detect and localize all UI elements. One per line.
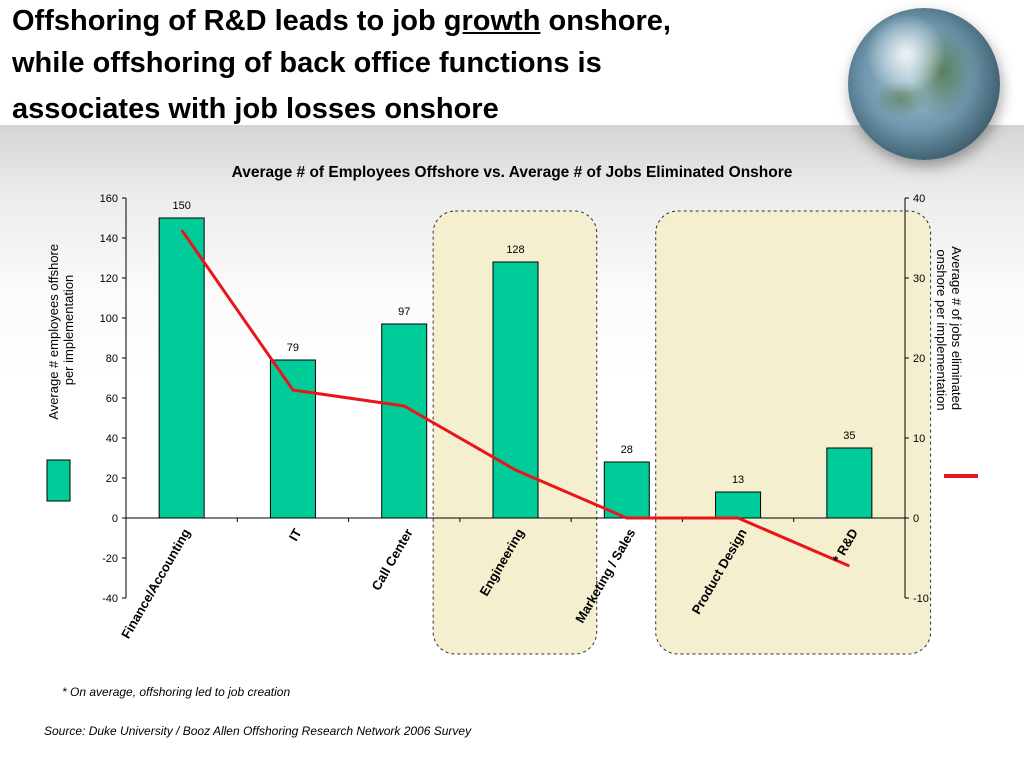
y-tick-label-left: -20 bbox=[102, 553, 118, 565]
data-label: 13 bbox=[732, 474, 744, 486]
bar bbox=[715, 491, 762, 519]
data-label: 128 bbox=[506, 244, 524, 256]
y-tick-label-right: 40 bbox=[913, 193, 925, 205]
bar bbox=[492, 261, 539, 519]
bar bbox=[603, 461, 650, 519]
y-tick-label-left: 100 bbox=[100, 313, 118, 325]
y-axis-label-right: Average # of jobs eliminated onshore per… bbox=[934, 246, 964, 413]
y-tick-label-left: 80 bbox=[106, 353, 118, 365]
data-label: 97 bbox=[398, 306, 410, 318]
y-tick-label-right: 30 bbox=[913, 273, 925, 285]
data-labels: 150 79 97 128 28 13 35 bbox=[172, 200, 855, 486]
line-series bbox=[180, 229, 850, 568]
footnote: * On average, offshoring led to job crea… bbox=[62, 685, 291, 699]
y-tick-label-left: 60 bbox=[106, 393, 118, 405]
legend-bar-swatch bbox=[46, 459, 71, 502]
y-tick-label-right: 0 bbox=[913, 513, 919, 525]
y-tick-label-right: -10 bbox=[913, 593, 929, 605]
data-label: 35 bbox=[843, 430, 855, 442]
bar bbox=[381, 323, 428, 519]
category-label: Finance/Accounting bbox=[118, 526, 193, 641]
title-emphasis: growth bbox=[443, 5, 541, 37]
y-tick-label-left: -40 bbox=[102, 593, 118, 605]
title-line-1: Offshoring of R&D leads to job growth on… bbox=[12, 5, 671, 37]
chart-title: Average # of Employees Offshore vs. Aver… bbox=[232, 164, 793, 181]
page-title: Offshoring of R&D leads to job growth on… bbox=[12, 0, 842, 130]
y-tick-label-left: 0 bbox=[112, 513, 118, 525]
data-label: 79 bbox=[287, 342, 299, 354]
y-tick-label-left: 120 bbox=[100, 273, 118, 285]
category-label: IT bbox=[286, 526, 305, 544]
y-tick-label-right: 10 bbox=[913, 433, 925, 445]
highlight-region-2 bbox=[655, 210, 932, 655]
y-tick-label-left: 20 bbox=[106, 473, 118, 485]
source-note: Source: Duke University / Booz Allen Off… bbox=[44, 724, 472, 738]
y-tick-label-left: 40 bbox=[106, 433, 118, 445]
category-label: Call Center bbox=[369, 526, 416, 593]
title-line-3: associates with job losses onshore bbox=[12, 93, 499, 125]
y-axis-label-left: Average # employees offshore per impleme… bbox=[46, 240, 76, 419]
data-label: 28 bbox=[621, 444, 633, 456]
bar-series bbox=[158, 217, 873, 519]
bar bbox=[158, 217, 205, 519]
bar bbox=[826, 447, 873, 519]
y-tick-label-left: 160 bbox=[100, 193, 118, 205]
y-tick-label-left: 140 bbox=[100, 233, 118, 245]
line-path bbox=[180, 229, 850, 568]
bar bbox=[269, 359, 316, 519]
data-label: 150 bbox=[172, 200, 190, 212]
title-line-2: while offshoring of back office function… bbox=[12, 47, 602, 79]
globe-image bbox=[848, 8, 1000, 160]
y-tick-label-right: 20 bbox=[913, 353, 925, 365]
